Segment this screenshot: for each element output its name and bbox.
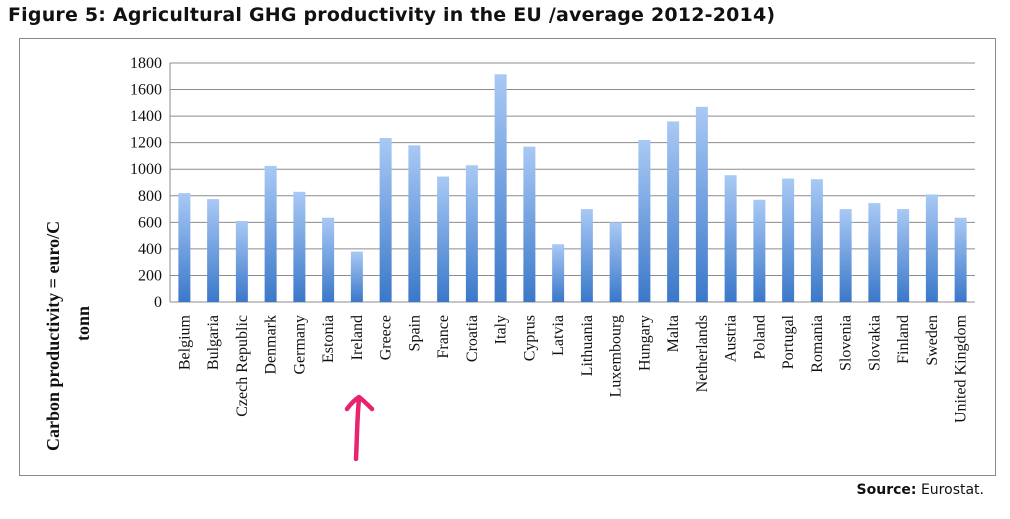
- bar-estonia: [322, 217, 335, 302]
- bar-malta: [667, 121, 680, 302]
- y-axis-label: Carbon productivity = euro/C tonn: [43, 221, 93, 451]
- y-tick-label: 1800: [130, 55, 162, 72]
- bar-croatia: [465, 165, 478, 302]
- bar-germany: [293, 191, 306, 302]
- bars: [178, 74, 967, 303]
- x-tick-label: Hungary: [636, 315, 653, 371]
- chart-frame: 0 200 400 600 800 1000 1200 1400 1600 1800 Belgiu…: [19, 38, 996, 476]
- bar-united-kingdom: [954, 217, 967, 302]
- x-tick-label: Cyprus: [521, 315, 538, 361]
- bar-finland: [897, 209, 910, 302]
- x-tick-labels: Belgium Bulgaria Czech Republic Denmark Germ…: [176, 314, 969, 423]
- bar-slovenia: [839, 209, 852, 302]
- y-tick-label: 800: [138, 188, 162, 205]
- bar-austria: [724, 175, 737, 302]
- source-note: Source: Eurostat.: [857, 482, 984, 498]
- y-tick-label: 200: [138, 267, 162, 284]
- y-tick-label: 1000: [130, 161, 162, 178]
- x-tick-label: Romania: [809, 315, 826, 373]
- x-tick-label: Germany: [291, 315, 308, 375]
- bar-lithuania: [580, 209, 593, 302]
- bar-romania: [810, 179, 823, 302]
- figure-title: Figure 5: Agricultural GHG productivity …: [8, 4, 776, 26]
- bar-bulgaria: [207, 199, 220, 302]
- x-tick-label: Austria: [723, 315, 740, 362]
- bar-france: [437, 176, 450, 302]
- bar-ireland: [350, 251, 363, 302]
- x-tick-label: Malta: [665, 315, 682, 352]
- x-tick-label: Estonia: [320, 315, 337, 363]
- y-axis-label-line2: tonn: [73, 306, 93, 341]
- x-tick-label: Belgium: [176, 314, 193, 370]
- bar-italy: [494, 74, 507, 303]
- bar-netherlands: [695, 106, 708, 302]
- y-tick-label: 0: [154, 294, 162, 311]
- source-text: Eurostat.: [916, 482, 984, 498]
- bar-sweden: [925, 194, 938, 302]
- bar-slovakia: [868, 203, 881, 302]
- bar-poland: [753, 199, 766, 302]
- bar-cyprus: [523, 146, 536, 302]
- bar-denmark: [264, 165, 277, 302]
- x-tick-label: Sweden: [924, 315, 941, 366]
- x-tick-label: Denmark: [263, 315, 280, 375]
- y-tick-label: 600: [138, 214, 162, 231]
- y-tick-label: 1600: [130, 82, 162, 99]
- x-tick-label: Netherlands: [694, 315, 711, 392]
- y-tick-label: 400: [138, 241, 162, 258]
- annotation: [344, 394, 375, 462]
- grid-lines: [169, 62, 975, 303]
- bar-chart: 0 200 400 600 800 1000 1200 1400 1600 1800 Belgiu…: [43, 55, 975, 462]
- x-tick-label: Slovenia: [838, 315, 855, 371]
- bar-greece: [379, 138, 392, 302]
- bar-portugal: [782, 178, 795, 302]
- source-label: Source:: [856, 482, 917, 498]
- up-arrow-icon: [344, 394, 375, 462]
- x-tick-label: Lithuania: [579, 315, 596, 376]
- x-tick-label: France: [435, 315, 452, 359]
- x-tick-label: Finland: [895, 315, 912, 364]
- bar-spain: [408, 145, 421, 302]
- x-tick-label: Czech Republic: [234, 315, 251, 417]
- x-tick-label: United Kingdom: [953, 314, 970, 423]
- x-tick-label: Portugal: [780, 314, 797, 369]
- bar-hungary: [638, 140, 651, 302]
- x-tick-label: Latvia: [550, 315, 567, 356]
- x-tick-label: Greece: [378, 315, 395, 360]
- x-tick-label: Poland: [751, 315, 768, 359]
- x-tick-label: Ireland: [349, 315, 366, 360]
- bar-latvia: [552, 244, 565, 302]
- y-axis-label-line1: Carbon productivity = euro/C: [43, 221, 63, 451]
- bar-czech-republic: [235, 221, 248, 302]
- x-tick-label: Luxembourg: [608, 315, 625, 397]
- x-tick-label: Bulgaria: [205, 315, 222, 370]
- x-tick-label: Slovakia: [866, 315, 883, 371]
- y-tick-label: 1400: [130, 108, 162, 125]
- x-tick-label: Croatia: [464, 315, 481, 362]
- bar-luxembourg: [609, 222, 622, 302]
- y-tick-label: 1200: [130, 135, 162, 152]
- x-tick-label: Italy: [493, 315, 510, 344]
- y-tick-labels: 0 200 400 600 800 1000 1200 1400 1600 1800: [130, 55, 162, 311]
- bar-belgium: [178, 193, 191, 302]
- x-tick-label: Spain: [406, 315, 423, 351]
